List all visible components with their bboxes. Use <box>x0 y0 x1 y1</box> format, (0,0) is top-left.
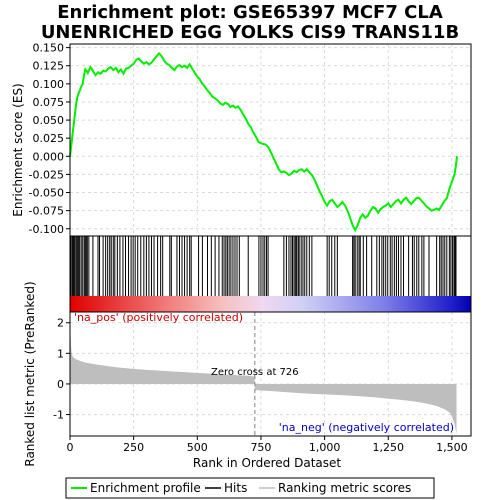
legend: Enrichment profile Hits Ranking metric s… <box>65 477 435 499</box>
hits-panel <box>69 235 472 313</box>
metric-x-tick-label: 1,500 <box>436 441 468 454</box>
es-y-tick-label: -0.075 <box>29 205 64 218</box>
legend-box <box>65 477 435 499</box>
metric-panel-frame <box>69 311 472 437</box>
metric-x-tick-label: 0 <box>67 441 74 454</box>
ranking-metric-panel: Zero cross at 726 'na_pos' (positively c… <box>23 281 472 470</box>
metric-y-axis-ticks: -1 0 1 2 <box>53 317 70 422</box>
es-y-axis-ticks: -0.100 -0.075 -0.050 -0.025 0.000 0.025 0.050 0… <box>29 42 70 236</box>
legend-label-ranking-metric: Ranking metric scores <box>278 481 411 495</box>
metric-x-tick-label: 1,000 <box>309 441 341 454</box>
es-y-tick-label: 0.150 <box>33 42 65 55</box>
es-y-tick-label: 0.025 <box>33 132 65 145</box>
es-y-tick-label: -0.025 <box>29 168 64 181</box>
es-y-tick-label: 0.125 <box>33 60 65 73</box>
legend-label-enrichment-profile: Enrichment profile <box>90 481 201 495</box>
plot-title-line-1: Enrichment plot: GSE65397 MCF7 CLA <box>57 2 443 23</box>
metric-x-axis-ticks: 0 250 500 750 1,000 1,250 1,500 <box>67 436 468 454</box>
rank-color-bar <box>70 296 471 312</box>
metric-y-axis-label: Ranked list metric (PreRanked) <box>23 281 37 466</box>
metric-y-tick-label: 0 <box>57 378 64 391</box>
es-y-tick-label: 0.100 <box>33 78 65 91</box>
es-y-tick-label: -0.050 <box>29 187 64 200</box>
es-y-tick-label: -0.100 <box>29 223 64 236</box>
metric-y-tick-label: 2 <box>57 317 64 330</box>
hit-lines <box>70 236 457 296</box>
es-gridlines <box>69 44 471 236</box>
es-panel-frame <box>69 43 472 237</box>
es-y-tick-label: 0.075 <box>33 96 65 109</box>
metric-x-tick-label: 1,250 <box>373 441 405 454</box>
legend-label-hits: Hits <box>224 481 247 495</box>
enrichment-profile-panel: -0.100 -0.075 -0.050 -0.025 0.000 0.025 0.050 0… <box>11 42 472 237</box>
metric-y-tick-label: -1 <box>53 409 64 422</box>
metric-y-tick-label: 1 <box>57 347 64 360</box>
metric-x-tick-label: 500 <box>187 441 208 454</box>
enrichment-profile-line <box>69 51 458 233</box>
es-y-axis-label: Enrichment score (ES) <box>11 83 25 216</box>
metric-x-tick-label: 250 <box>123 441 144 454</box>
zero-cross-label: Zero cross at 726 <box>211 367 299 378</box>
metric-x-axis-label: Rank in Ordered Dataset <box>193 456 341 470</box>
negative-correlation-label: 'na_neg' (negatively correlated) <box>279 421 454 434</box>
es-y-tick-label: 0.050 <box>33 114 65 127</box>
es-y-tick-label: 0.000 <box>33 150 65 163</box>
plot-title-line-2: UNENRICHED EGG YOLKS CIS9 TRANS11B <box>40 22 460 43</box>
ranking-metric-area <box>70 319 457 435</box>
metric-x-tick-label: 750 <box>250 441 271 454</box>
positive-correlation-label: 'na_pos' (positively correlated) <box>74 311 243 324</box>
